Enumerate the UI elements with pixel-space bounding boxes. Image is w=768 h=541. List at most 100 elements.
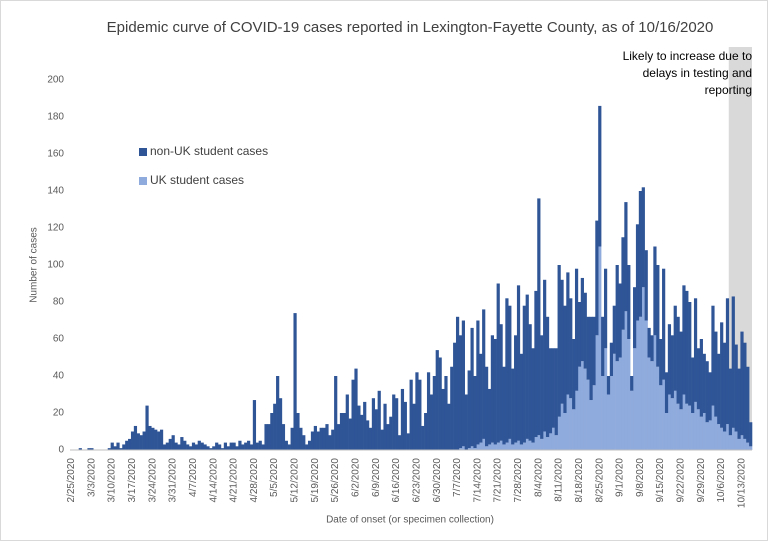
bar	[618, 283, 622, 358]
y-tick-label: 180	[47, 112, 64, 123]
bar	[534, 290, 538, 438]
legend-swatch	[139, 148, 147, 156]
x-tick-label: 9/1/2020	[615, 458, 626, 497]
bar	[691, 413, 695, 450]
x-tick-label: 7/21/2020	[493, 458, 504, 503]
bar	[722, 431, 727, 450]
bar	[273, 403, 277, 450]
bar	[435, 350, 439, 450]
bar	[409, 379, 413, 450]
bar	[734, 431, 738, 450]
bar	[383, 403, 387, 450]
bar	[476, 320, 480, 445]
bar	[397, 435, 402, 450]
chart-title: Epidemic curve of COVID-19 cases reporte…	[107, 19, 714, 36]
bar	[572, 409, 576, 450]
bar	[505, 442, 509, 450]
bar	[487, 388, 492, 445]
bar	[400, 388, 405, 450]
x-tick-label: 6/2/2020	[351, 458, 362, 497]
x-tick-label: 6/16/2020	[391, 458, 402, 503]
bar	[737, 438, 741, 450]
bar	[589, 400, 593, 450]
bar	[708, 420, 712, 450]
bar	[441, 388, 445, 450]
bar	[508, 305, 512, 439]
bar	[749, 422, 753, 447]
bar	[235, 446, 239, 450]
bar	[598, 246, 602, 450]
bar	[650, 335, 654, 362]
bar	[525, 438, 529, 450]
bar	[725, 298, 730, 425]
bar	[679, 409, 683, 450]
bar	[638, 191, 643, 317]
bar	[226, 446, 230, 450]
bar	[682, 394, 686, 450]
x-tick-label: 9/15/2020	[655, 458, 666, 503]
bar	[627, 265, 631, 339]
bar	[128, 438, 132, 450]
x-tick-label: 9/22/2020	[676, 458, 687, 503]
bar	[342, 413, 347, 450]
bar	[348, 418, 352, 450]
bar	[447, 403, 451, 450]
bar	[200, 442, 204, 450]
bar	[691, 357, 695, 413]
x-tick-label: 3/10/2020	[107, 458, 118, 503]
bar	[560, 403, 564, 450]
bar	[554, 435, 558, 450]
bar	[676, 316, 680, 404]
x-tick-label: 4/7/2020	[188, 458, 199, 497]
bar	[174, 442, 178, 450]
bar	[139, 435, 143, 450]
bar	[740, 331, 744, 436]
bar	[244, 442, 248, 450]
bar	[360, 414, 364, 450]
bar	[299, 427, 303, 450]
bar	[392, 394, 396, 450]
bar	[496, 442, 500, 450]
bar	[737, 368, 741, 439]
x-tick-label: 4/14/2020	[208, 458, 219, 503]
bar	[458, 335, 463, 449]
bar	[113, 446, 117, 450]
bar	[287, 444, 291, 450]
bar	[630, 390, 634, 450]
bar	[699, 416, 703, 450]
bar	[519, 353, 524, 445]
bar	[525, 294, 529, 439]
bar	[78, 448, 82, 450]
bar	[502, 366, 506, 445]
bar	[212, 446, 216, 450]
bar	[659, 339, 663, 386]
bar	[238, 440, 242, 450]
x-tick-label: 6/9/2020	[371, 458, 382, 497]
bar	[664, 413, 669, 450]
bar	[516, 285, 521, 441]
bar	[395, 398, 399, 450]
bar	[534, 437, 538, 450]
x-tick-label: 6/23/2020	[411, 458, 422, 503]
bar	[511, 368, 515, 445]
bar	[450, 366, 454, 450]
bar	[505, 298, 509, 443]
bar	[493, 444, 497, 450]
bar	[470, 446, 474, 450]
bar	[293, 313, 297, 450]
bar	[606, 376, 611, 395]
bar	[177, 444, 181, 450]
bar	[583, 368, 587, 450]
bar	[467, 370, 471, 449]
bar	[264, 424, 268, 450]
bar	[351, 379, 355, 450]
bar	[560, 279, 564, 404]
bar	[569, 298, 573, 399]
bar	[673, 305, 677, 391]
bar	[499, 324, 503, 441]
x-tick-label: 8/11/2020	[554, 458, 565, 502]
bar	[528, 440, 532, 450]
bar	[186, 444, 190, 450]
bar	[464, 394, 468, 450]
bar	[363, 401, 367, 450]
